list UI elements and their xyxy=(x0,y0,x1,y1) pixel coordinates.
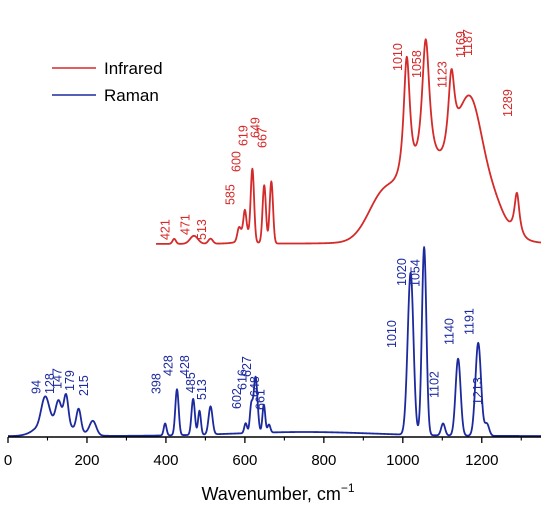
curves-layer xyxy=(7,38,542,437)
x-tick-label-600: 600 xyxy=(232,452,257,469)
raman-peak-label-602-10: 602 xyxy=(230,388,244,409)
raman-peak-label-147-2: 147 xyxy=(50,368,64,389)
raman-peak-label-215-4: 215 xyxy=(77,375,91,396)
infrared-peak-label-649: 649 xyxy=(249,117,263,138)
infrared-peak-label-513: 513 xyxy=(195,219,209,240)
raman-peak-label-179-3: 179 xyxy=(63,370,77,391)
raman-peak-label-128-1: 128 xyxy=(43,373,57,394)
x-axis-title-text: Wavenumber, cm xyxy=(201,484,340,504)
infrared-spectrum-line xyxy=(155,38,542,245)
raman-peak-label-1140-19: 1140 xyxy=(442,318,456,345)
infrared-peak-label-1187: 1187 xyxy=(461,29,475,56)
legend-label-infrared: Infrared xyxy=(104,59,163,78)
raman-peak-label-428-6: 428 xyxy=(161,355,175,376)
x-axis: 0 200 400 600 800 1000 1200 xyxy=(4,436,541,469)
raman-peak-label-616-11: 616 xyxy=(236,369,250,390)
raman-peak-label-648-13: 648 xyxy=(248,376,262,397)
x-tick-label-1000: 1000 xyxy=(386,452,419,469)
infrared-peak-label-1010: 1010 xyxy=(391,43,405,71)
infrared-peak-label-667: 667 xyxy=(256,127,270,148)
raman-peak-label-94-0: 94 xyxy=(29,380,43,394)
raman-peak-label-627-12: 627 xyxy=(240,356,254,377)
raman-peak-label-1102-18: 1102 xyxy=(427,371,441,398)
x-tick-label-1200: 1200 xyxy=(465,452,498,469)
infrared-peak-label-619: 619 xyxy=(236,125,250,146)
x-axis-title-superscript: −1 xyxy=(341,481,355,495)
infrared-peak-label-1169: 1169 xyxy=(454,31,468,58)
x-tick-label-400: 400 xyxy=(153,452,178,469)
infrared-peak-label-600: 600 xyxy=(230,151,244,172)
legend-label-raman: Raman xyxy=(104,86,159,105)
x-tick-label-0: 0 xyxy=(4,452,12,469)
raman-peak-label-513-9: 513 xyxy=(195,379,209,400)
infrared-peak-label-1058: 1058 xyxy=(410,50,424,78)
infrared-peak-label-471: 471 xyxy=(178,214,192,235)
raman-peak-label-485-8: 485 xyxy=(184,372,198,393)
raman-peak-label-661-14: 661 xyxy=(253,389,267,410)
infrared-peak-label-1123: 1123 xyxy=(436,61,450,88)
raman-peak-label-398-5: 398 xyxy=(149,373,163,394)
raman-peak-label-1054-17: 1054 xyxy=(408,259,422,287)
raman-peak-label-1213-21: 1213 xyxy=(471,377,485,405)
infrared-peak-label-421: 421 xyxy=(159,219,173,240)
infrared-peak-label-585: 585 xyxy=(223,184,237,205)
infrared-peak-label-1289: 1289 xyxy=(501,89,515,117)
legend: Infrared Raman xyxy=(52,59,163,105)
x-tick-label-800: 800 xyxy=(311,452,336,469)
raman-peak-label-428-7: 428 xyxy=(178,355,192,376)
x-tick-label-200: 200 xyxy=(74,452,99,469)
x-axis-title: Wavenumber, cm−1 xyxy=(201,481,354,504)
raman-peak-label-1010-15: 1010 xyxy=(385,320,399,348)
raman-peak-label-1191-20: 1191 xyxy=(463,308,477,335)
raman-peak-label-1020-16: 1020 xyxy=(395,258,409,286)
raman-spectrum-line xyxy=(7,246,542,437)
